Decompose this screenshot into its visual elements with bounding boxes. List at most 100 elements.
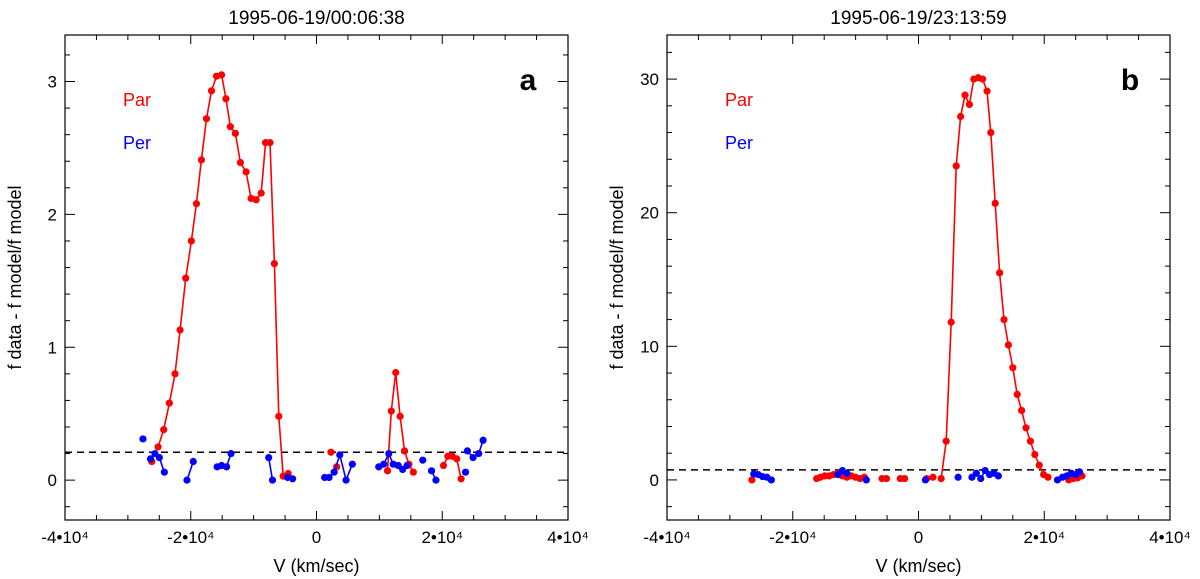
y-tick-label: 3 [48,73,57,92]
data-point-par [396,412,404,420]
data-point-par [222,95,230,103]
data-point-par [197,156,206,164]
x-tick-label: 0 [914,528,923,547]
data-point-per [843,469,851,477]
data-point-per [972,469,980,477]
data-point-par [409,468,417,476]
panel-label: a [520,64,537,97]
panel-label: b [1121,64,1139,97]
data-point-par [942,437,950,445]
x-axis-label: V (km/sec) [273,556,359,576]
data-point-par [165,399,173,407]
data-point-par [1035,461,1043,469]
data-point-per [469,453,477,462]
x-tick-label: -2•10⁴ [769,528,816,547]
x-tick-label: -4•10⁴ [41,528,88,547]
data-point-par [965,100,974,109]
data-point-par [202,115,211,123]
data-point-per [325,473,333,482]
data-point-par [937,474,945,483]
data-point-per [977,474,985,483]
data-point-par [236,158,245,167]
panel-a: 1995-06-19/00:06:38 -4•10⁴ -2•10⁴ 0 2•10⁴ 4•1… [5,8,589,576]
y-tick-label: 2 [48,205,57,224]
data-point-per [289,475,297,483]
data-point-par [217,71,226,79]
data-point-par [387,407,395,415]
data-point-par [947,318,955,326]
data-point-per [463,447,471,455]
data-point-par [1009,364,1017,372]
data-point-par [176,326,184,334]
data-point-per [461,468,470,476]
data-point-par [171,370,179,378]
data-point-per [155,453,163,462]
data-point-per [954,473,962,481]
y-tick-label: 0 [650,471,659,490]
data-point-par [987,128,995,137]
data-point-per [189,457,197,466]
data-point-per [921,476,930,484]
legend-per: Per [123,133,151,153]
data-point-per [268,476,277,484]
x-tick-label: 0 [312,528,321,547]
data-point-par [457,475,465,483]
data-point-per [146,455,155,463]
data-point-par [1000,315,1008,324]
chart-title: 1995-06-19/23:13:59 [830,8,1006,29]
data-point-par [182,274,190,282]
data-point-par [392,368,400,377]
data-point-par [929,473,937,481]
data-point-par [453,455,461,463]
data-point-per [265,453,273,462]
data-point-per [403,461,411,470]
data-point-per [475,449,483,458]
data-point-par [160,426,168,434]
data-point-per [227,449,235,458]
data-point-par [1044,473,1052,481]
data-point-per [767,476,775,484]
data-point-per [183,476,191,484]
data-point-par [400,447,409,455]
data-point-par [1013,390,1021,399]
data-point-par [252,196,260,204]
data-point-per [330,468,338,476]
data-point-per [160,468,168,476]
legend-per: Per [725,133,753,153]
data-point-per [139,435,147,443]
data-point-per [1075,468,1084,476]
x-tick-label: -4•10⁴ [643,528,690,547]
data-point-par [439,461,448,470]
x-axis-label: V (km/sec) [875,556,961,576]
data-point-per [222,463,231,471]
data-point-par [996,269,1004,277]
series-per [750,466,1084,484]
data-point-par [242,168,250,176]
data-point-par [961,91,969,99]
data-point-par [154,443,162,451]
data-point-par [1026,437,1035,445]
data-point-par [257,189,265,197]
data-point-par [901,474,909,483]
data-point-par [226,123,234,131]
data-point-par [275,412,283,420]
data-point-par [1018,406,1026,415]
data-point-per [479,436,487,444]
data-point-par [207,87,216,95]
data-point-par [270,259,278,268]
legend-par: Par [123,90,151,110]
x-tick-label: 2•10⁴ [1023,528,1065,547]
data-point-per [427,467,436,475]
data-point-par [952,162,960,170]
data-point-per [336,451,344,459]
chart-title: 1995-06-19/00:06:38 [228,8,404,29]
data-point-per [342,476,350,484]
data-point-per [385,449,393,458]
y-tick-label: 1 [48,338,57,357]
data-point-per [432,476,440,484]
y-axis-label: f data - f model/f model [607,185,627,369]
y-tick-label: 20 [640,204,659,223]
data-point-par [1031,450,1039,459]
